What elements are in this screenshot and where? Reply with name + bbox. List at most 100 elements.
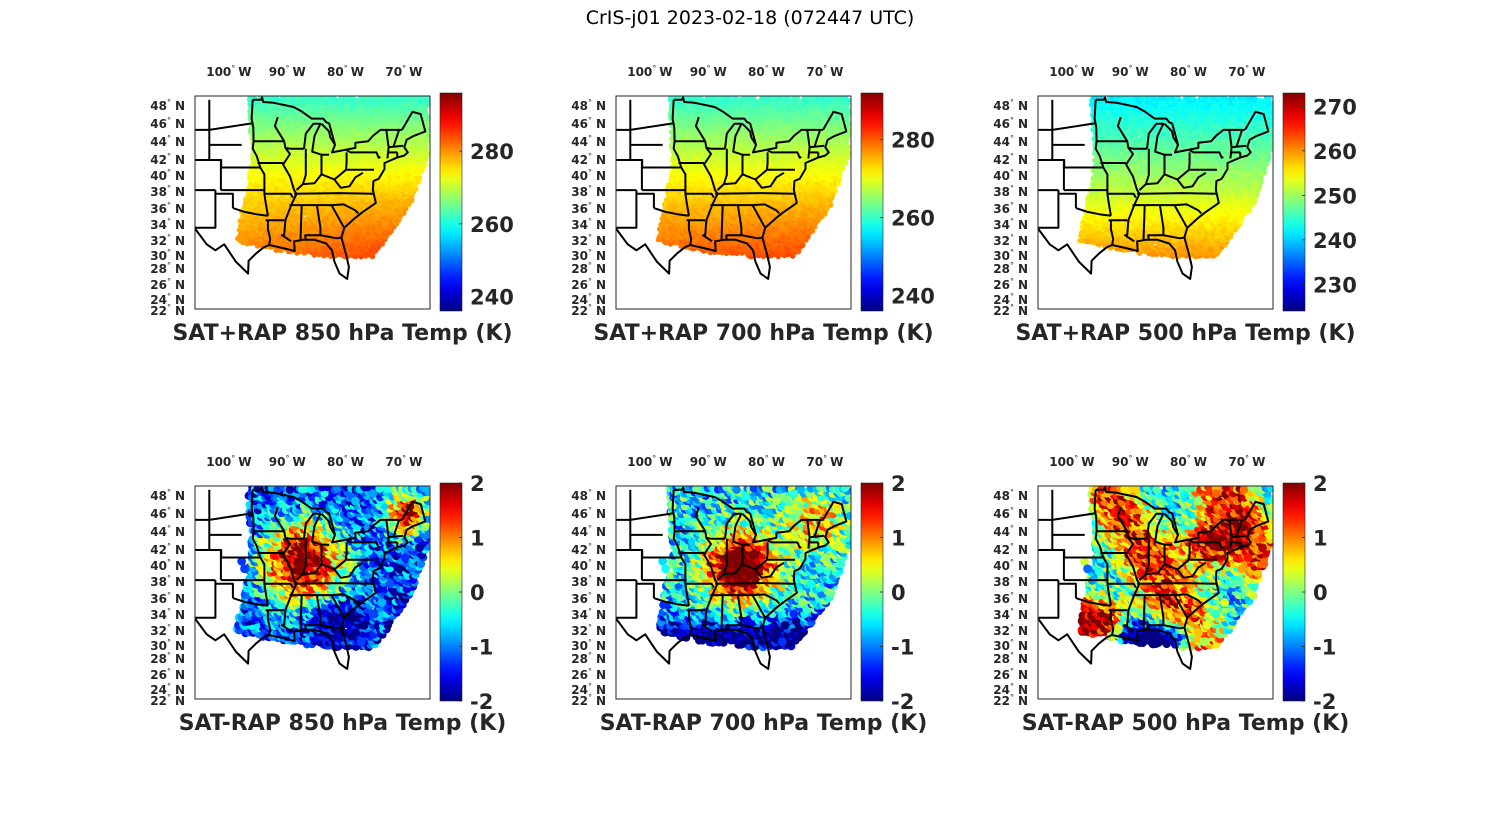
lat-tick-label: 32° N <box>150 233 185 248</box>
data-point <box>426 114 430 120</box>
data-point <box>405 156 411 162</box>
state-border <box>252 96 330 125</box>
data-point <box>352 222 358 228</box>
data-point <box>768 196 774 203</box>
state-border <box>320 123 336 146</box>
data-point <box>373 184 380 190</box>
data-point <box>426 101 430 108</box>
colorbar-tick-label: 240 <box>470 285 514 309</box>
data-point <box>697 197 703 203</box>
data-point <box>425 96 430 101</box>
colorbar-tick-label: 260 <box>470 213 514 237</box>
data-point <box>824 187 830 193</box>
state-border <box>333 171 364 189</box>
data-point <box>359 108 365 114</box>
lat-tick-label: 26° N <box>150 277 185 292</box>
lon-tick-label: 90° W <box>269 64 306 79</box>
data-point <box>322 96 329 100</box>
data-point <box>707 240 713 246</box>
state-border <box>273 116 304 150</box>
state-border <box>328 122 402 154</box>
data-point <box>331 96 337 101</box>
state-border <box>264 192 294 199</box>
data-point <box>805 234 811 240</box>
map-panel-svg: 100° W 90° W 80° W 70° W48° N46° N44° N42° N40° N38°… <box>571 64 935 346</box>
colorbar-tick-label: 280 <box>470 140 514 164</box>
lon-tick-label: 80° W <box>327 64 364 79</box>
data-point <box>709 221 715 227</box>
lat-tick-label: 24° N <box>150 292 185 307</box>
data-point <box>303 96 309 100</box>
state-border <box>345 152 348 170</box>
data-point <box>775 232 781 238</box>
data-point <box>425 133 430 139</box>
lat-tick-label: 38° N <box>150 184 185 199</box>
state-border <box>303 122 330 156</box>
data-point <box>667 203 673 209</box>
data-point <box>729 241 735 247</box>
state-border <box>340 110 427 238</box>
data-point <box>300 162 306 168</box>
data-point <box>361 96 367 101</box>
data-point <box>325 105 331 111</box>
lat-tick-label: 28° N <box>150 261 185 276</box>
state-border <box>209 122 254 131</box>
lat-tick-label: 30° N <box>150 248 185 263</box>
data-point <box>393 178 399 184</box>
lon-tick-label: 100° W <box>206 64 251 79</box>
lat-tick-label: 36° N <box>150 201 185 216</box>
data-point <box>835 181 841 187</box>
lat-tick-label: 40° N <box>150 168 185 183</box>
data-point <box>775 199 781 205</box>
data-point <box>291 96 297 100</box>
map-panel-svg: 100° W 90° W 80° W 70° W 48° N 46° N 44° N 42° N40° N38°… <box>150 64 514 346</box>
state-border <box>301 148 307 185</box>
lat-tick-label: 42° N <box>150 152 185 167</box>
data-point <box>274 96 280 101</box>
lon-tick-label: 70° W <box>385 64 422 79</box>
state-border <box>304 204 322 241</box>
map-panel: 100° W 90° W 80° W 70° W 48° N 46° N 44° N 42° N 40° N 38°… <box>536 56 956 346</box>
state-borders <box>195 96 427 280</box>
state-border <box>215 192 234 209</box>
lat-tick-label: 48° N <box>150 98 185 113</box>
data-point <box>295 121 301 127</box>
state-border <box>268 237 350 280</box>
state-border <box>392 129 401 148</box>
state-border <box>299 205 303 240</box>
lat-tick-label: 34° N <box>150 217 185 232</box>
data-point <box>298 96 304 101</box>
data-point <box>374 162 380 168</box>
data-point <box>357 96 363 102</box>
data-point <box>350 96 356 100</box>
state-border <box>289 203 360 215</box>
data-point <box>381 215 387 221</box>
state-border <box>195 227 270 275</box>
state-border <box>294 192 374 195</box>
data-point <box>787 231 793 237</box>
lat-tick-label: 46° N <box>150 116 185 131</box>
data-point <box>416 175 423 181</box>
data-point <box>273 111 279 117</box>
data-point <box>415 168 421 174</box>
state-border <box>195 159 222 191</box>
map-panel: 100° W 90° W 80° W 70° W 48° N 46° N 44° N 42° N 40° N 38°… <box>115 56 535 346</box>
colorbar <box>439 92 463 312</box>
state-border <box>320 234 342 240</box>
state-border <box>232 207 269 217</box>
state-border <box>330 204 345 228</box>
lat-tick-label: 22° N <box>150 303 185 318</box>
data-point <box>404 96 410 100</box>
lat-tick-label: 44° N <box>150 134 185 149</box>
state-border <box>388 144 404 149</box>
state-border <box>266 220 272 246</box>
panel-title: SAT+RAP 850 hPa Temp (K) <box>172 321 512 346</box>
data-point <box>381 197 387 203</box>
data-point <box>423 146 429 152</box>
state-border <box>295 169 347 191</box>
data-point <box>733 184 739 190</box>
data-point <box>379 120 385 126</box>
state-border <box>195 190 217 229</box>
data-point <box>285 96 291 100</box>
data-point <box>724 213 730 219</box>
